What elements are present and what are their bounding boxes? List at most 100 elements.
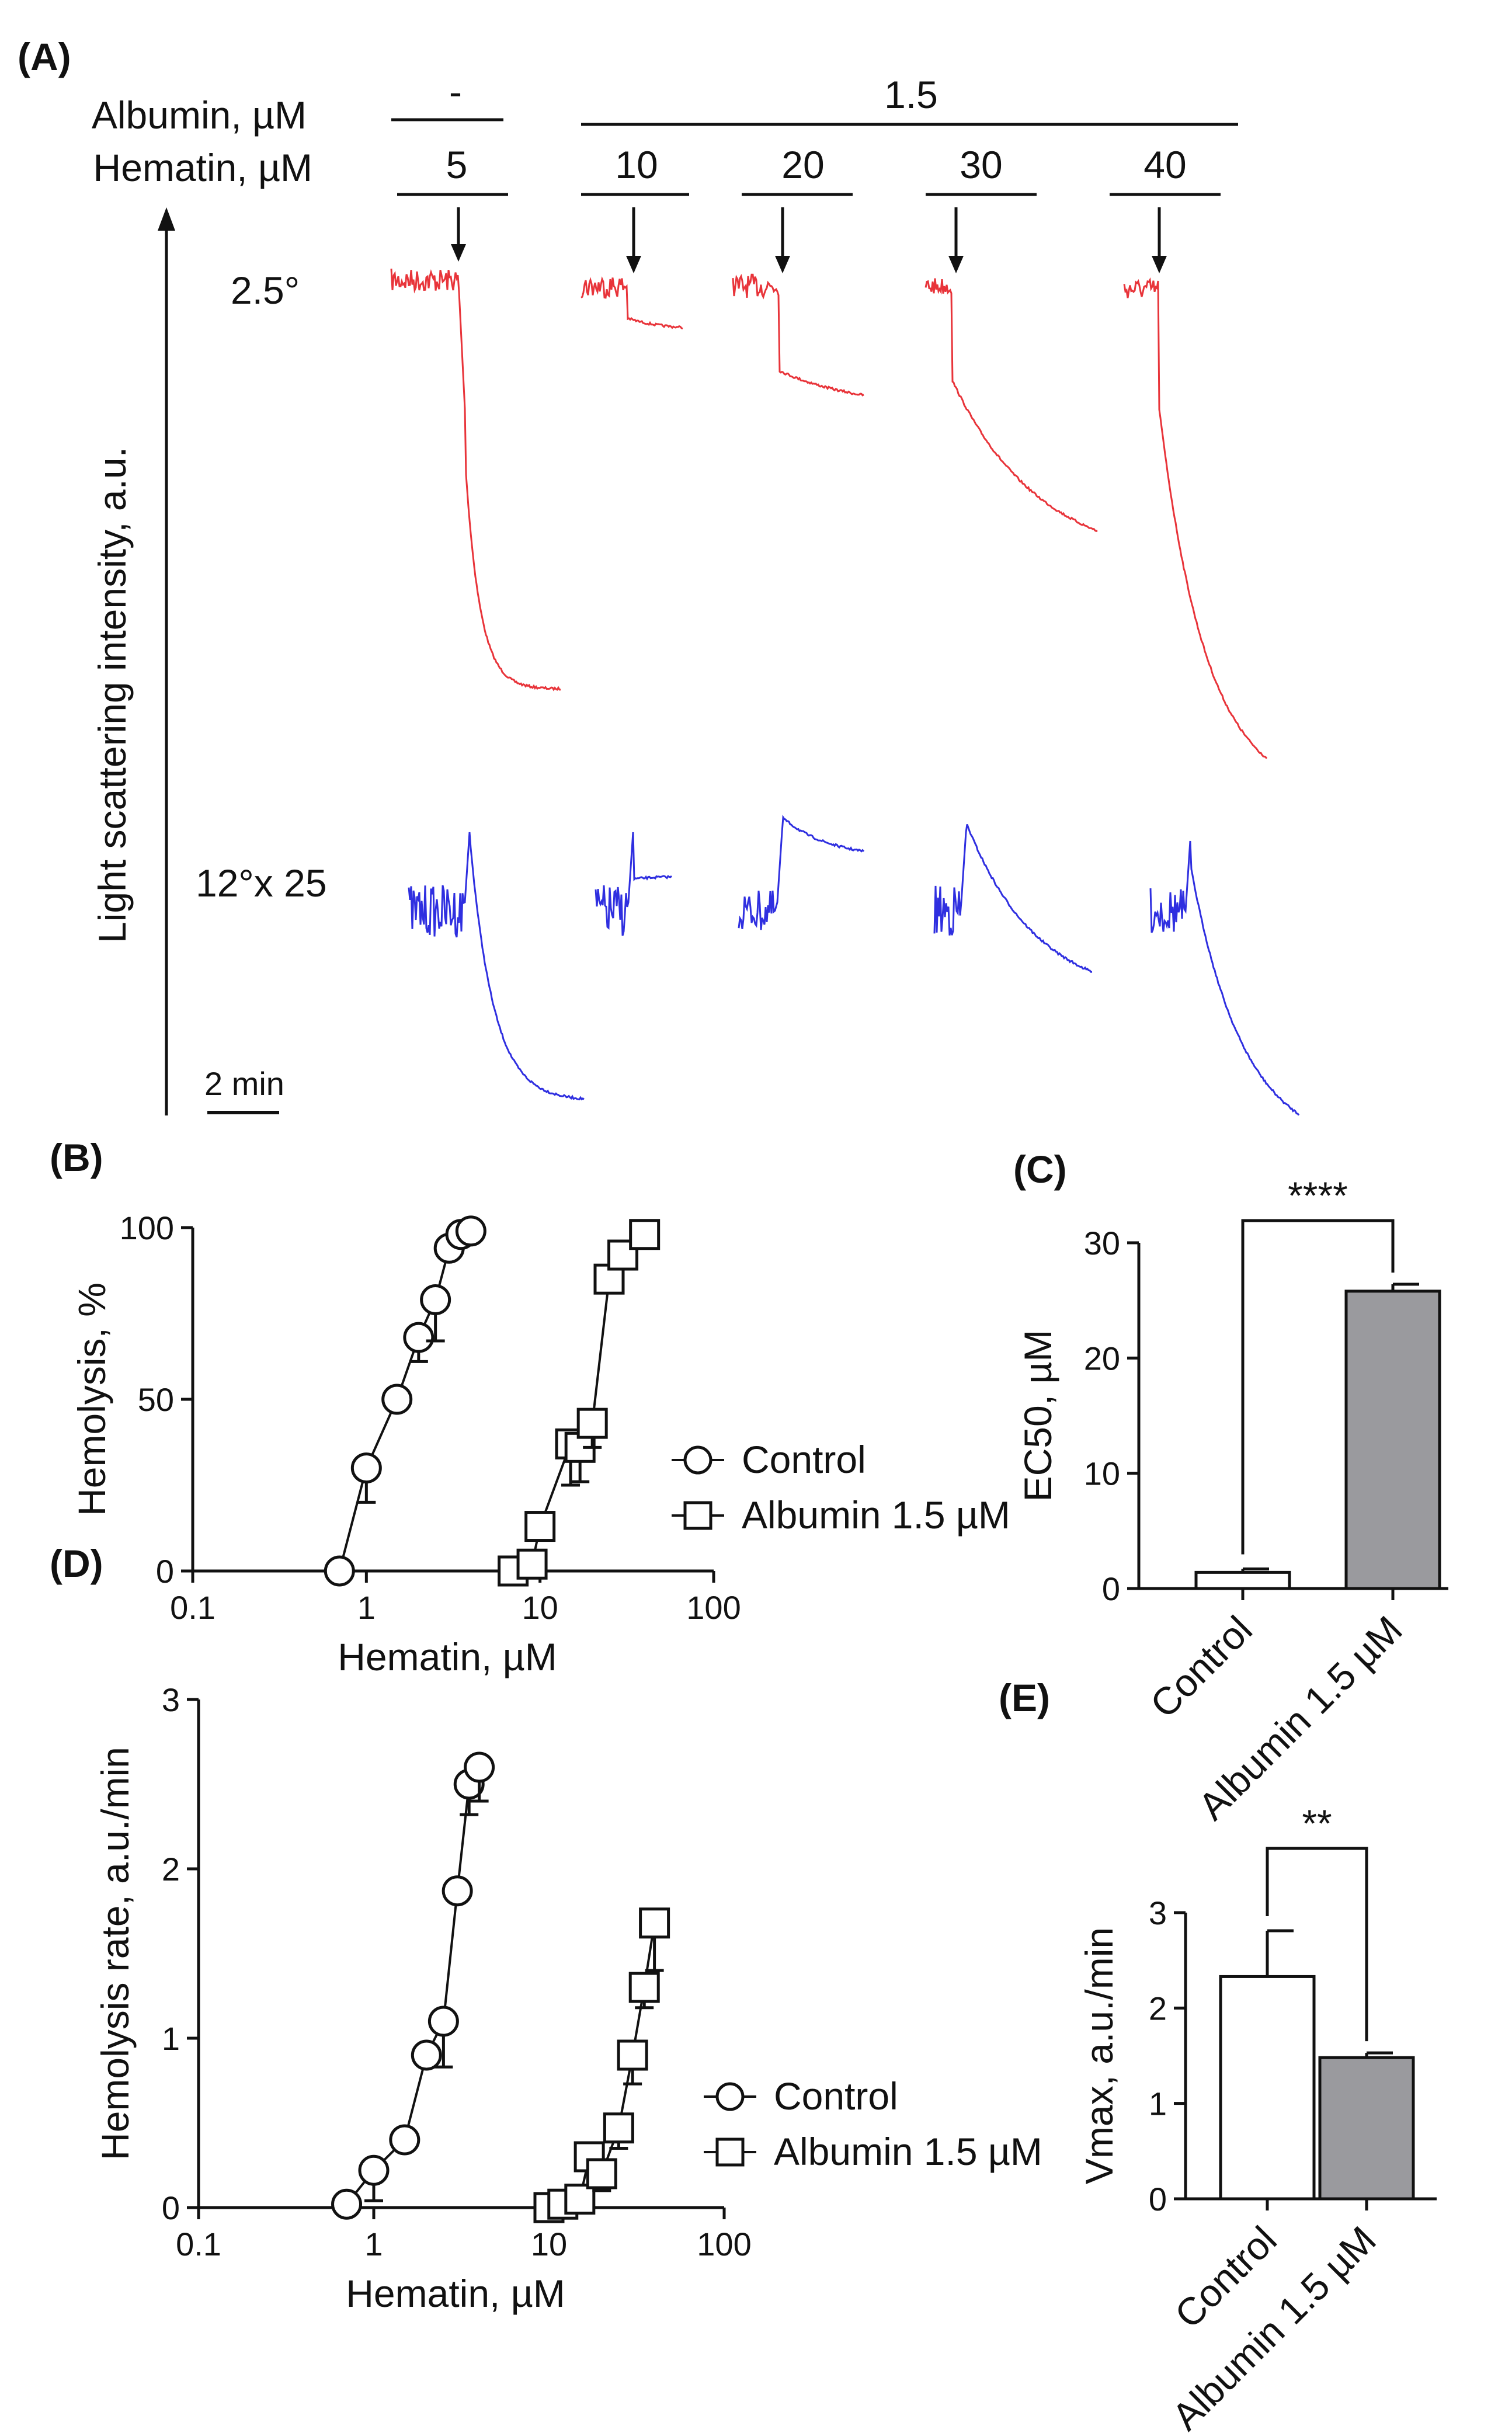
y-tick-label: 0 <box>162 2189 180 2226</box>
red-trace-10 <box>581 276 683 330</box>
data-point-control <box>358 2154 390 2186</box>
data-point-albumin <box>586 2158 617 2189</box>
blue-trace-20 <box>738 814 865 930</box>
blue-trace-40 <box>1149 840 1300 1116</box>
data-point-control <box>389 2124 420 2156</box>
significance-stars: **** <box>1288 1174 1348 1217</box>
panel-e-label: (E) <box>999 1676 1050 1719</box>
addition-arrow-20 <box>775 207 790 273</box>
panel-b: (B) 0.1 1 10 100 0 50 100 Hematin, µM Hemolysis,… <box>50 1136 1010 1678</box>
data-point-control <box>420 1284 451 1315</box>
panel-d-label: (D) <box>50 1542 103 1585</box>
legend-marker-control <box>683 1445 712 1475</box>
addition-arrow-30 <box>948 207 964 273</box>
blue-trace-30 <box>933 823 1093 973</box>
data-point-control <box>331 2188 363 2220</box>
legend-label: Control <box>774 2074 898 2118</box>
y-tick-label: 20 <box>1084 1340 1120 1377</box>
x-tick-label: 100 <box>686 1589 741 1626</box>
y-tick-label: 1 <box>162 2020 180 2057</box>
red-trace-5 <box>390 268 561 691</box>
data-point-albumin <box>564 2184 596 2215</box>
data-point-albumin <box>639 1907 670 1939</box>
panel-c-label: (C) <box>1013 1148 1067 1191</box>
data-point-control <box>455 1215 486 1247</box>
scale-bar-label: 2 min <box>204 1065 284 1102</box>
data-point-control <box>411 2039 442 2071</box>
data-point-control <box>403 1322 435 1353</box>
bar-albumin <box>1344 1290 1441 1590</box>
red-trace-20 <box>732 273 864 397</box>
data-point-albumin <box>576 1407 608 1439</box>
y-axis-label: Hemolysis rate, a.u./min <box>93 1747 137 2160</box>
data-point-albumin <box>617 2039 648 2071</box>
x-axis-label: Hematin, µM <box>346 2272 565 2315</box>
red-trace-30 <box>924 278 1098 533</box>
x-axis-label: Hematin, µM <box>338 1635 557 1678</box>
panel-a-y-arrowhead <box>158 207 175 231</box>
panel-a-ylabel: Light scattering intensity, a.u. <box>91 447 134 943</box>
blue-trace-5 <box>408 832 585 1101</box>
y-axis-label: Hemolysis, % <box>70 1282 113 1516</box>
y-tick-label: 1 <box>1149 2086 1167 2122</box>
x-tick-label: 100 <box>697 2226 751 2262</box>
significance-stars: ** <box>1302 1802 1332 1845</box>
legend-label: Albumin 1.5 µM <box>774 2130 1042 2173</box>
red-trace-40 <box>1123 277 1268 759</box>
data-point-control <box>464 1751 495 1783</box>
y-tick-label: 3 <box>162 1681 180 1718</box>
data-point-control <box>324 1555 355 1587</box>
addition-arrow-5 <box>451 207 466 262</box>
hematin-value-10: 10 <box>615 143 658 186</box>
hematin-value-30: 30 <box>960 143 1002 186</box>
data-point-albumin <box>628 1972 660 2003</box>
panel-d: (D) 0.1 1 10 100 0 1 2 3 Hematin, µM Hemolysis ra… <box>50 1542 1042 2315</box>
bar-albumin <box>1318 2056 1415 2201</box>
x-tick-label: 0.1 <box>170 1589 215 1626</box>
x-tick-label: 1 <box>357 1589 376 1626</box>
y-tick-label: 0 <box>1102 1570 1120 1607</box>
panel-a-label: (A) <box>18 35 71 78</box>
y-tick-label: 50 <box>138 1381 174 1418</box>
data-point-control <box>350 1452 382 1484</box>
y-tick-label: 0 <box>1149 2181 1167 2217</box>
y-tick-label: 10 <box>1084 1455 1120 1492</box>
x-tick-label: 10 <box>522 1589 558 1626</box>
data-point-control <box>381 1384 413 1415</box>
legend-label: Control <box>742 1438 866 1481</box>
panel-b-label: (B) <box>50 1136 103 1179</box>
y-tick-label: 3 <box>1149 1895 1167 1931</box>
hematin-value-20: 20 <box>781 143 824 186</box>
y-tick-label: 100 <box>120 1209 174 1246</box>
significance-bracket <box>1266 1847 1368 2042</box>
albumin-value: 1.5 <box>884 73 938 116</box>
y-axis-label: Vmax, a.u./min <box>1077 1927 1121 2184</box>
angle-bottom-label: 12°x 25 <box>196 861 327 905</box>
blue-trace-10 <box>595 832 673 936</box>
x-tick-label: 0.1 <box>176 2226 221 2262</box>
y-tick-label: 2 <box>1149 1990 1167 2027</box>
bar-control <box>1219 1975 1316 2201</box>
light-scattering-traces <box>390 268 1300 1116</box>
legend-marker-albumin <box>715 2137 745 2167</box>
bar-control <box>1194 1570 1291 1590</box>
hematin-value-40: 40 <box>1143 143 1186 186</box>
data-point-albumin <box>524 1511 556 1542</box>
category-label: Control <box>1142 1608 1260 1726</box>
y-tick-label: 0 <box>156 1553 174 1590</box>
legend-label: Albumin 1.5 µM <box>742 1493 1010 1537</box>
data-point-albumin <box>603 2112 634 2144</box>
addition-arrow-10 <box>626 207 641 273</box>
hematin-label: Hematin, µM <box>93 146 312 189</box>
data-point-control <box>442 1875 473 1907</box>
data-point-albumin <box>629 1219 661 1250</box>
data-point-control <box>427 2006 459 2037</box>
y-tick-label: 2 <box>162 1851 180 1888</box>
legend-marker-control <box>715 2082 745 2111</box>
significance-bracket <box>1241 1219 1395 1555</box>
albumin-none-value: - <box>449 70 462 113</box>
hematin-value-5: 5 <box>446 143 468 186</box>
addition-arrow-40 <box>1152 207 1167 273</box>
